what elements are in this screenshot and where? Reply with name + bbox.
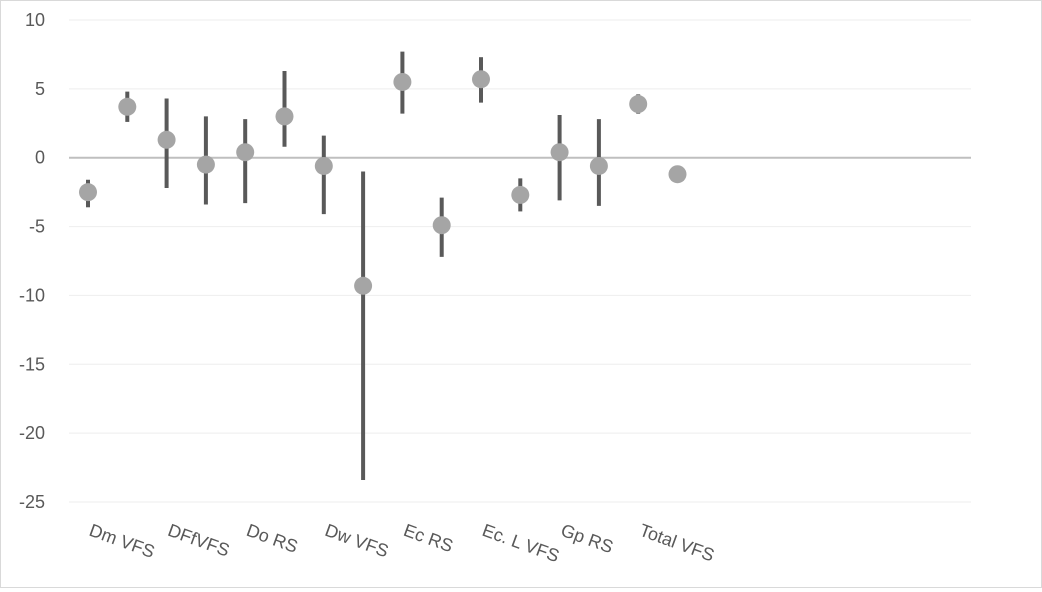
x-category-label: DFfVFS (165, 520, 232, 561)
data-point (432, 216, 451, 235)
data-point (196, 155, 215, 174)
x-category-label: Dw VFS (322, 520, 391, 561)
data-point (668, 165, 687, 184)
error-bars (86, 51, 641, 480)
y-tick-label: -20 (19, 423, 45, 443)
data-point (550, 143, 569, 162)
y-tick-label: 5 (35, 79, 45, 99)
data-point (157, 130, 176, 149)
gridlines (69, 19, 971, 503)
y-tick-label: 0 (35, 148, 45, 168)
x-category-label: Ec RS (401, 520, 456, 556)
data-point (275, 107, 294, 126)
data-points (79, 70, 687, 295)
y-tick-label: -25 (19, 492, 45, 512)
data-point (118, 97, 137, 116)
data-point (236, 143, 255, 162)
x-category-label: Do RS (244, 520, 301, 557)
data-point (589, 156, 608, 175)
y-tick-label: -10 (19, 285, 45, 305)
x-category-label: Gp RS (558, 520, 616, 557)
data-point (393, 72, 412, 91)
data-point (472, 70, 490, 89)
data-point (79, 183, 97, 202)
data-point (629, 95, 648, 114)
x-category-label: Total VFS (637, 520, 717, 565)
data-point (354, 276, 373, 295)
y-tick-label: 10 (25, 10, 45, 30)
y-axis-tick-labels: 10 5 0 -5 -10 -15 -20 -25 (19, 10, 45, 512)
x-category-label: Dm VFS (87, 520, 158, 562)
x-axis-category-labels: Dm VFS DFfVFS Do RS Dw VFS Ec RS Ec. L VFSGp … (87, 520, 717, 566)
y-tick-label: -5 (29, 217, 45, 237)
data-point (314, 156, 333, 175)
x-category-label: Ec. L VFS (480, 520, 562, 566)
data-point (511, 185, 530, 204)
y-tick-label: -15 (19, 354, 45, 374)
